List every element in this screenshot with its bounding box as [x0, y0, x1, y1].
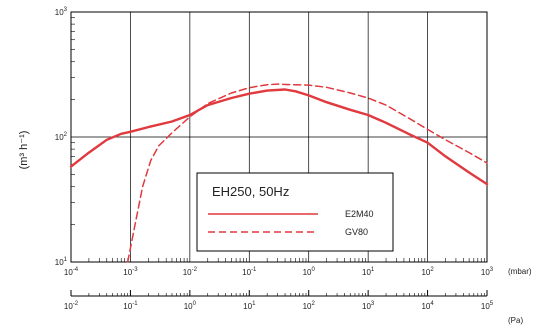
x-tick-label-mbar: 10-3 [123, 267, 138, 277]
legend: EH250, 50Hz E2M40 GV80 [196, 172, 394, 252]
x-tick-labels-mbar: 10-4 10-3 10-2 10-1 100 101 102 103 [64, 267, 494, 277]
pa-axis [70, 290, 488, 297]
x-tick-label-mbar: 10-1 [242, 267, 257, 277]
legend-box [196, 172, 394, 252]
legend-label-gv80: GV80 [345, 227, 368, 237]
y-axis-label: (m³ h⁻¹) [18, 131, 30, 170]
x-tick-label-mbar: 103 [481, 267, 494, 277]
x-tick-label-mbar: 100 [303, 267, 316, 277]
x-tick-label-mbar: 102 [421, 267, 434, 277]
plot-frame [70, 11, 488, 263]
y-tick-labels: 101 102 103 [55, 7, 68, 267]
x-tick-label-pa: 100 [184, 301, 197, 311]
grid [71, 12, 487, 262]
series-gv80-line [126, 83, 488, 263]
curves [69, 83, 489, 263]
x-axis-unit-pa: (Pa) [508, 316, 523, 325]
plot-border [70, 11, 488, 263]
x-tick-label-pa: 10-2 [64, 301, 79, 311]
x-tick-labels-pa: 10-2 10-1 100 101 102 103 104 105 [64, 301, 494, 311]
x-tick-label-pa: 103 [362, 301, 375, 311]
x-tick-label-pa: 10-1 [123, 301, 138, 311]
legend-title: EH250, 50Hz [212, 184, 289, 199]
series-e2m40-line [69, 88, 489, 186]
y-tick-label: 101 [55, 257, 68, 267]
x-tick-label-mbar: 101 [362, 267, 375, 277]
y-tick-label: 102 [55, 132, 68, 142]
y-tick-label: 103 [55, 7, 68, 17]
x-tick-label-mbar: 10-4 [64, 267, 79, 277]
x-tick-label-pa: 104 [421, 301, 434, 311]
x-axis-unit-mbar: (mbar) [508, 267, 532, 276]
x-tick-label-pa: 102 [303, 301, 316, 311]
legend-label-e2m40: E2M40 [345, 209, 374, 219]
x-tick-label-pa: 105 [481, 301, 494, 311]
x-tick-label-mbar: 10-2 [183, 267, 198, 277]
x-tick-label-pa: 101 [243, 301, 256, 311]
